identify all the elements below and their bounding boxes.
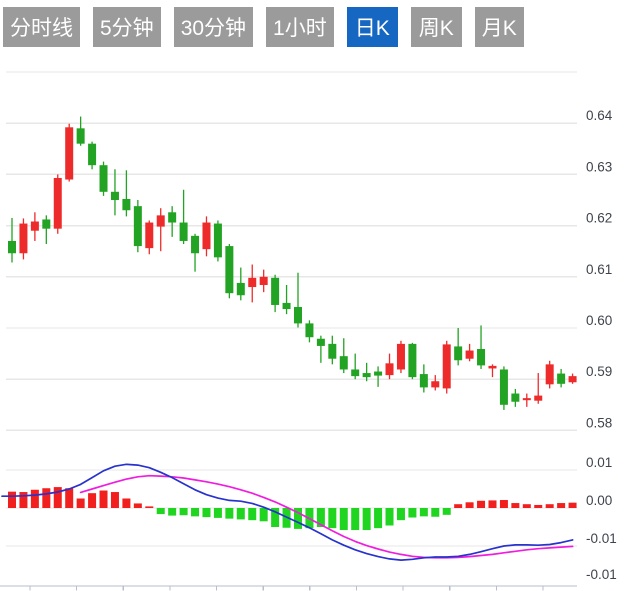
tab-5min[interactable]: 5分钟 xyxy=(93,7,161,47)
svg-text:0.61: 0.61 xyxy=(586,262,612,277)
x-axis xyxy=(0,585,577,591)
svg-text:0.64: 0.64 xyxy=(586,108,613,123)
svg-text:0.59: 0.59 xyxy=(586,364,612,379)
tab-daily-k[interactable]: 日K xyxy=(346,7,398,47)
interval-tabs: 分时线 5分钟 30分钟 1小时 日K 周K 月K xyxy=(3,7,524,47)
macd-axis-labels: 0.01 0.00 -0.01 -0.01 xyxy=(586,455,617,582)
svg-text:0.60: 0.60 xyxy=(586,313,612,328)
svg-text:0.58: 0.58 xyxy=(586,415,612,430)
svg-text:-0.01: -0.01 xyxy=(586,531,617,546)
tab-time-line[interactable]: 分时线 xyxy=(3,7,80,47)
macd-histogram xyxy=(8,487,577,531)
candles xyxy=(8,116,577,410)
svg-text:0.63: 0.63 xyxy=(586,159,612,174)
tab-weekly-k[interactable]: 周K xyxy=(410,7,462,47)
tab-monthly-k[interactable]: 月K xyxy=(474,7,524,47)
svg-text:0.62: 0.62 xyxy=(586,211,612,226)
svg-text:0.00: 0.00 xyxy=(586,493,612,508)
tab-1hour[interactable]: 1小时 xyxy=(266,7,334,47)
dif-line xyxy=(1,463,574,561)
tab-30min[interactable]: 30分钟 xyxy=(173,7,254,47)
svg-text:-0.01: -0.01 xyxy=(586,567,617,582)
price-axis-labels: 0.64 0.63 0.62 0.61 0.60 0.59 0.58 xyxy=(586,108,613,430)
svg-text:0.01: 0.01 xyxy=(586,455,612,470)
dea-line xyxy=(79,474,574,559)
